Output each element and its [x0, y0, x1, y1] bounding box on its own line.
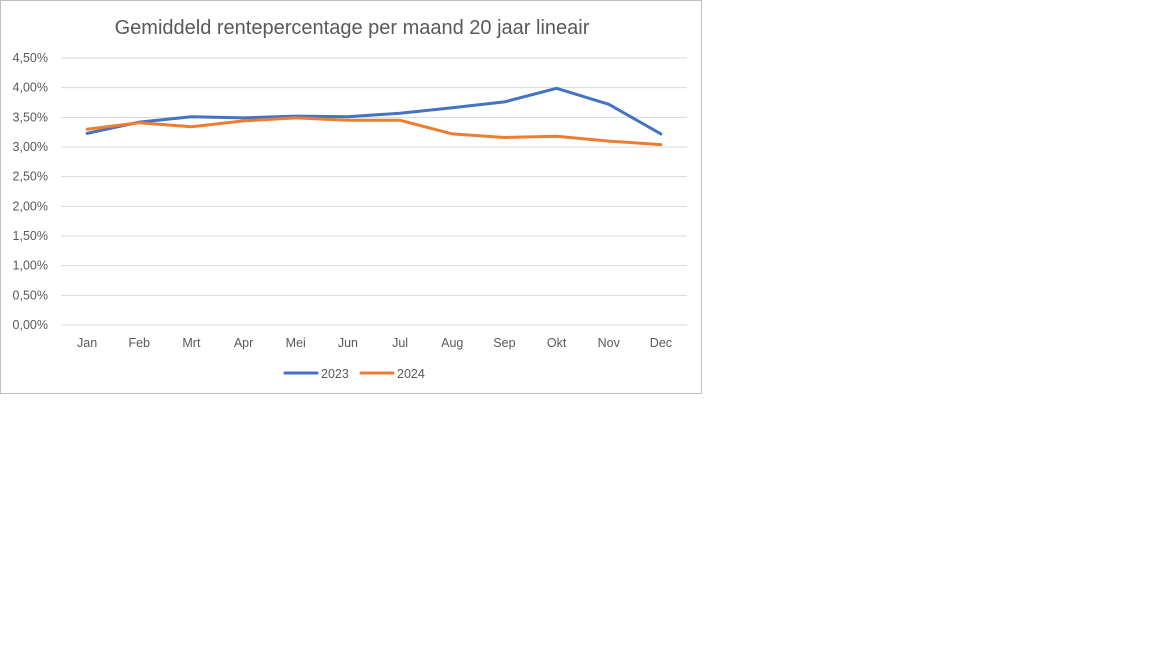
x-tick-label: Mrt — [182, 336, 201, 350]
gridlines — [61, 57, 687, 326]
y-tick-label: 3,50% — [13, 110, 48, 124]
legend-label-2024: 2024 — [397, 367, 425, 381]
y-tick-label: 3,00% — [13, 140, 48, 154]
series-line-2024 — [85, 116, 663, 147]
chart-title: Gemiddeld rentepercentage per maand 20 j… — [115, 17, 590, 39]
legend: 2023 2024 — [283, 367, 425, 381]
series-line-2023 — [85, 86, 663, 136]
y-tick-label: 2,50% — [13, 170, 48, 184]
series-lines — [85, 86, 663, 147]
x-tick-label: Nov — [598, 336, 621, 350]
x-tick-label: Mei — [286, 336, 306, 350]
x-tick-label: Jun — [338, 336, 358, 350]
y-tick-label: 4,50% — [13, 51, 48, 65]
x-tick-label: Sep — [493, 336, 515, 350]
y-tick-label: 1,00% — [13, 259, 48, 273]
x-tick-label: Okt — [547, 336, 567, 350]
x-tick-label: Aug — [441, 336, 463, 350]
y-axis-ticks: 0,00% 0,50% 1,00% 1,50% 2,00% 2,50% 3,00% 3,50%… — [13, 51, 48, 332]
y-tick-label: 2,00% — [13, 199, 48, 213]
x-tick-label: Jul — [392, 336, 408, 350]
y-tick-label: 0,00% — [13, 318, 48, 332]
x-tick-label: Apr — [234, 336, 253, 350]
line-chart: Gemiddeld rentepercentage per maand 20 j… — [13, 17, 687, 381]
y-tick-label: 1,50% — [13, 229, 48, 243]
y-tick-label: 0,50% — [13, 288, 48, 302]
x-axis-ticks: Jan Feb Mrt Apr Mei Jun Jul Aug Sep Okt Nov Dec — [77, 336, 672, 350]
chart-frame: Gemiddeld rentepercentage per maand 20 j… — [0, 0, 702, 394]
y-tick-label: 4,00% — [13, 81, 48, 95]
x-tick-label: Feb — [128, 336, 150, 350]
x-tick-label: Jan — [77, 336, 97, 350]
x-tick-label: Dec — [650, 336, 672, 350]
legend-label-2023: 2023 — [321, 367, 349, 381]
